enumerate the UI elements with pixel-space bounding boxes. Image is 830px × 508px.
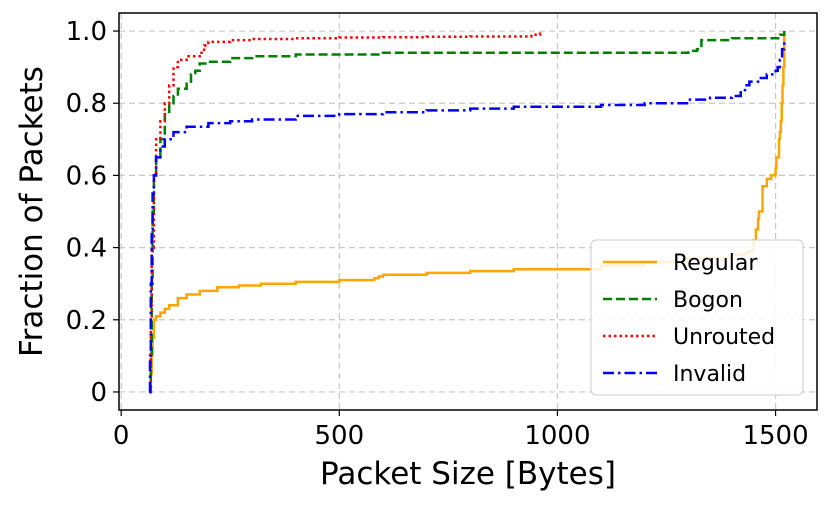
series-line-unrouted — [149, 31, 542, 394]
x-axis-label: Packet Size [Bytes] — [320, 456, 616, 492]
legend-label: Unrouted — [673, 325, 775, 350]
y-tick-label: 0.4 — [66, 234, 107, 264]
x-tick-label: 1000 — [524, 421, 590, 451]
y-tick-label: 0.6 — [66, 161, 107, 191]
series-line-regular — [149, 31, 786, 394]
y-tick-label: 0.8 — [66, 89, 107, 119]
series-lines — [148, 31, 786, 394]
legend-label: Regular — [673, 251, 758, 276]
x-tick-label: 0 — [113, 421, 130, 451]
series-line-bogon — [149, 31, 786, 394]
y-axis-label: Fraction of Packets — [14, 66, 50, 357]
legend-label: Invalid — [673, 362, 746, 387]
legend-box — [590, 239, 804, 396]
y-tick-label: 1.0 — [66, 17, 107, 47]
axis-ticks: 0 500 1000 1500 0 0.2 0.4 0.6 0.8 1.0 — [66, 17, 809, 451]
plot-area-frame — [118, 12, 818, 411]
series-line-invalid — [148, 38, 786, 394]
x-tick-label: 1500 — [742, 421, 808, 451]
y-tick-label: 0.2 — [66, 306, 107, 336]
legend: Regular Bogon Unrouted Invalid — [590, 239, 804, 396]
legend-label: Bogon — [673, 288, 743, 313]
x-tick-label: 500 — [314, 421, 364, 451]
y-tick-label: 0 — [90, 378, 107, 408]
